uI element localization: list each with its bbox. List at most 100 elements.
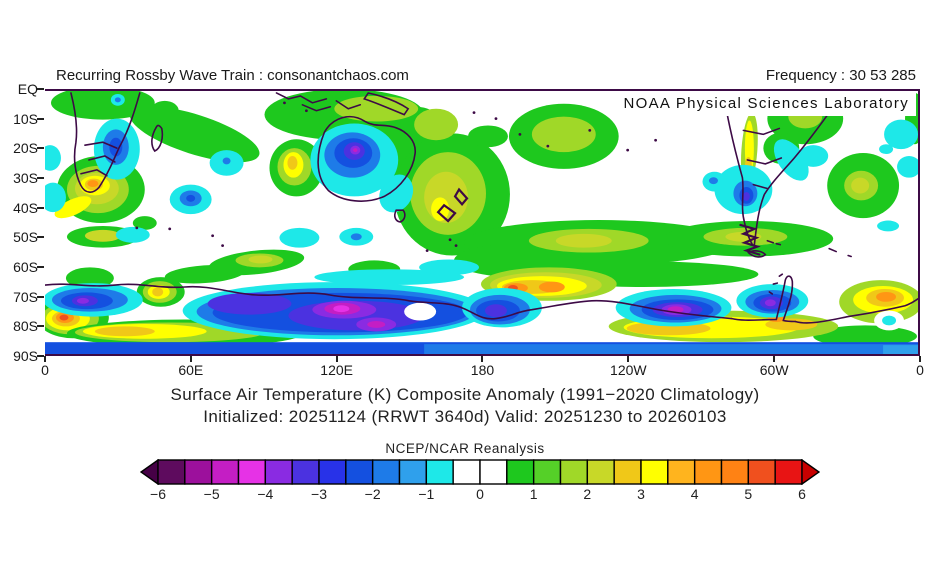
x-axis-tick — [481, 356, 484, 362]
y-axis-tick — [37, 206, 44, 209]
y-axis-label: 40S — [13, 199, 38, 216]
colorbar-tick-label: −2 — [364, 486, 381, 502]
colorbar-cell — [291, 459, 320, 485]
colorbar-tick-label: −4 — [257, 486, 274, 502]
colorbar-cell — [157, 459, 186, 485]
x-axis-tick — [773, 356, 776, 362]
y-axis-tick — [37, 88, 44, 90]
y-axis-tick — [37, 325, 44, 328]
colorbar-cell — [640, 459, 669, 485]
plot-title: Surface Air Temperature (K) Composite An… — [170, 385, 760, 404]
x-axis-label: 120E — [320, 362, 353, 378]
x-axis-tick — [44, 356, 46, 362]
x-axis-label: 120W — [610, 362, 647, 378]
x-axis-tick — [918, 356, 921, 362]
colorbar-tick-label: 3 — [637, 486, 645, 502]
colorbar-cell — [693, 459, 723, 485]
y-axis-tick — [37, 236, 44, 239]
colorbar-right-arrow — [801, 459, 820, 485]
y-axis-label: 70S — [13, 288, 38, 305]
noaa-psl-watermark: NOAA Physical Sciences Laboratory — [613, 92, 916, 116]
colorbar-tick-label: 0 — [476, 486, 484, 502]
coastlines — [45, 92, 918, 324]
coast-australia — [317, 115, 416, 202]
colorbar-cell — [425, 459, 454, 485]
coast-new-zealand — [436, 187, 469, 223]
negative-anomaly-regions — [45, 93, 918, 286]
south-georgia — [828, 247, 852, 258]
colorbar-tick-label: −6 — [150, 486, 166, 502]
coast-tierra-del-fuego — [747, 250, 767, 258]
x-axis-tick — [189, 356, 192, 362]
coast-africa — [70, 92, 141, 193]
y-axis-label: 20S — [13, 140, 38, 157]
x-axis-label: 60E — [178, 362, 204, 378]
coast-antarctica — [45, 283, 460, 308]
y-axis-label: 30S — [13, 169, 38, 186]
anomaly-map-canvas — [45, 91, 918, 354]
y-axis-label: EQ — [17, 81, 38, 97]
x-axis-tick — [335, 356, 338, 362]
colorbar-cell — [345, 459, 374, 485]
x-axis-label: 0 — [41, 362, 49, 378]
colorbar-left-arrow — [140, 459, 159, 485]
colorbar-cell — [452, 459, 481, 485]
y-axis-tick — [37, 295, 44, 298]
colorbar-source-label: NCEP/NCAR Reanalysis — [385, 441, 545, 456]
coast-antarctic-peninsula — [730, 275, 797, 323]
colorbar-cell — [371, 459, 401, 485]
colorbar — [140, 459, 820, 485]
page-header-left: Recurring Rossby Wave Train : consonantc… — [56, 67, 409, 84]
colorbar-cell — [318, 459, 347, 485]
colorbar-cell — [667, 459, 696, 485]
y-axis-tick — [37, 176, 44, 179]
island-specks — [135, 101, 657, 252]
colorbar-tick-label: −1 — [418, 486, 435, 502]
colorbar-cell — [506, 459, 535, 485]
coast-new-guinea — [363, 92, 410, 116]
y-axis-tick — [37, 265, 44, 268]
colorbar-cell — [237, 459, 267, 485]
colorbar-cell — [479, 459, 508, 485]
y-axis-label: 60S — [13, 258, 38, 275]
colorbar-cell — [184, 459, 213, 485]
colorbar-cell — [747, 459, 776, 485]
colorbar-cell — [613, 459, 642, 485]
frequency-readout: Frequency : 30 53 285 — [765, 67, 916, 84]
y-axis-tick — [37, 354, 44, 357]
colorbar-cell — [532, 459, 562, 485]
colorbar-tick-label: −3 — [311, 486, 327, 502]
colorbar-tick-label: 2 — [583, 486, 592, 502]
y-axis-tick — [37, 147, 44, 150]
coast-tasmania — [394, 209, 406, 223]
colorbar-cell — [264, 459, 293, 485]
plot-subtitle: Initialized: 20251124 (RRWT 3640d) Valid… — [203, 407, 727, 426]
colorbar-cell — [398, 459, 428, 485]
coast-madagascar — [151, 124, 164, 153]
colorbar-tick-label: 1 — [529, 486, 538, 502]
y-axis-label: 10S — [13, 110, 38, 127]
antarctic-cold-regions — [45, 282, 918, 354]
x-axis-tick — [627, 356, 630, 362]
anomaly-map: NOAA Physical Sciences Laboratory — [45, 89, 920, 356]
coast-patagonia — [739, 223, 761, 256]
colorbar-tick-label: 4 — [690, 486, 699, 502]
colorbar-cell — [774, 459, 803, 485]
y-axis-label: 80S — [13, 318, 38, 335]
colorbar-tick-label: −5 — [203, 486, 220, 502]
colorbar-cell — [586, 459, 615, 485]
colorbar-cell — [559, 459, 589, 485]
x-axis-label: 180 — [470, 362, 495, 378]
coast-south-america-east — [753, 102, 837, 246]
y-axis-label: 50S — [13, 229, 38, 246]
y-axis-label: 90S — [13, 347, 38, 364]
colorbar-cell — [720, 459, 750, 485]
colorbar-cell — [210, 459, 240, 485]
x-axis-label: 0 — [916, 362, 924, 378]
x-axis-label: 60W — [759, 362, 789, 378]
colorbar-tick-label: 6 — [798, 486, 806, 502]
y-axis-tick — [37, 117, 44, 120]
colorbar-tick-label: 5 — [744, 486, 753, 502]
coast-indonesia — [275, 92, 362, 112]
